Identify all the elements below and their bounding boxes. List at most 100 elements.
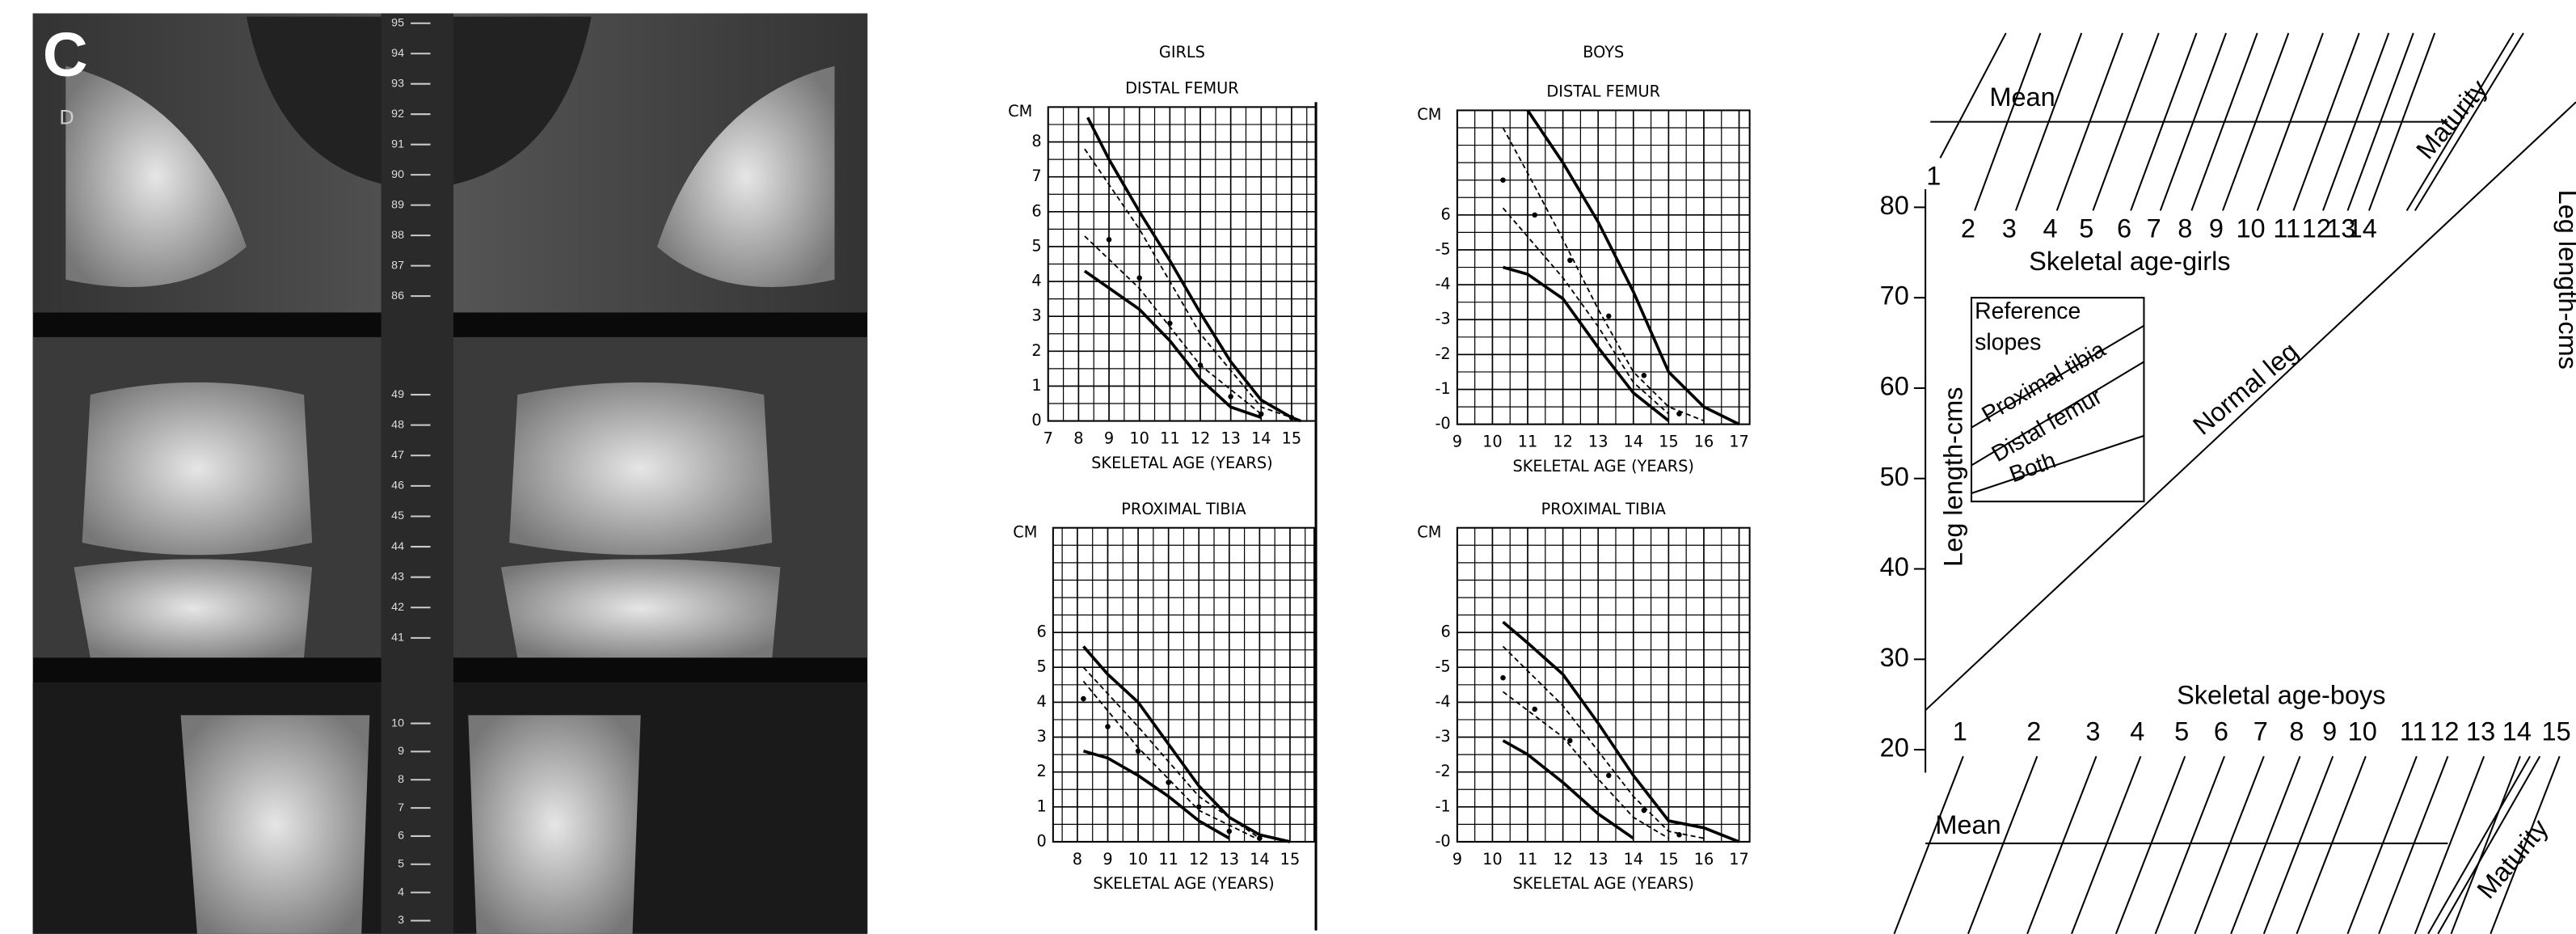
boys-age: 10: [2348, 716, 2377, 746]
data-point: [1136, 275, 1142, 281]
girls-age: 14: [2348, 213, 2377, 243]
age-line: [2154, 755, 2225, 934]
boys-age: 2: [2026, 716, 2041, 746]
curve: [1084, 148, 1292, 419]
y-tick-label: 2: [1036, 762, 1046, 780]
data-point: [1081, 695, 1086, 702]
ruler-number: 88: [391, 229, 404, 242]
x-tick-label: 16: [1694, 433, 1714, 451]
y-tick-label: -4: [1435, 692, 1450, 711]
data-point: [1228, 394, 1233, 399]
y-tick-label: 60: [1880, 372, 1909, 401]
x-tick-label: 15: [1280, 850, 1301, 868]
x-axis-label: SKELETAL AGE (YEARS): [1513, 874, 1694, 893]
y-tick-label: 7: [1031, 167, 1041, 185]
x-tick-label: 13: [1588, 850, 1608, 868]
data-point: [1532, 212, 1537, 218]
girls-axis-label: Skeletal age-girls: [2029, 247, 2230, 276]
x-tick-label: 11: [1518, 433, 1538, 451]
boys-age: 1: [1953, 716, 1967, 746]
panel-label: C: [43, 20, 88, 90]
x-tick-label: 15: [1282, 429, 1302, 447]
x-tick-label: 10: [1129, 429, 1149, 447]
reference-title: slopes: [1975, 330, 2041, 356]
ruler-number: 8: [398, 773, 404, 786]
x-tick-label: 12: [1191, 429, 1211, 447]
curve: [1502, 691, 1669, 839]
curve: [1526, 109, 1740, 426]
ruler-number: 86: [391, 289, 404, 302]
curve: [1086, 116, 1301, 423]
data-point: [1288, 415, 1295, 421]
y-tick-label: 3: [1036, 727, 1046, 746]
data-point: [1500, 674, 1506, 681]
tibia: [74, 559, 313, 658]
ruler-number: 90: [391, 168, 404, 181]
girls-age: 2: [1961, 213, 1975, 243]
y-tick-label: 0: [1036, 831, 1046, 850]
ruler-number: 93: [391, 77, 404, 90]
x-tick-label: 14: [1250, 850, 1270, 868]
chart-title: PROXIMAL TIBIA: [1541, 500, 1667, 518]
y-tick-label: -2: [1435, 344, 1450, 363]
curve: [1502, 620, 1740, 843]
girls-age: 1: [1926, 161, 1941, 190]
girls-age: 13: [2326, 213, 2355, 243]
reference-box: [1971, 297, 2145, 503]
ruler-number: 48: [391, 418, 404, 431]
x-tick-label: 9: [1452, 850, 1462, 868]
data-point: [1135, 748, 1141, 754]
boys-age: 11: [2400, 716, 2427, 746]
x-tick-label: 12: [1189, 850, 1209, 868]
maturity-line: [2427, 755, 2531, 934]
y-tick-label: 6: [1031, 201, 1041, 220]
y-axis-label-right: Leg length-cms: [2553, 190, 2576, 370]
data-point: [1641, 807, 1647, 814]
age-line: [2026, 755, 2097, 934]
age-line: [2092, 32, 2160, 211]
data-point: [1257, 835, 1263, 841]
y-tick-label: -1: [1435, 379, 1450, 398]
x-axis-label: SKELETAL AGE (YEARS): [1093, 874, 1274, 893]
femur: [82, 382, 313, 556]
data-point: [1197, 362, 1204, 368]
y-tick-label: -3: [1435, 310, 1450, 328]
age-line: [2130, 32, 2198, 211]
ruler-number: 43: [391, 570, 404, 583]
mean-label: Mean: [1935, 810, 2001, 839]
y-tick-label: 3: [1031, 306, 1041, 325]
boys-age: 13: [2466, 716, 2495, 746]
y-tick-label: 5: [1031, 236, 1041, 255]
x-tick-label: 17: [1729, 850, 1749, 868]
reference-title: Reference: [1975, 298, 2081, 324]
maturity-line: [2405, 32, 2515, 211]
age-line: [2230, 755, 2301, 934]
age-line: [2262, 755, 2334, 934]
slope-line: [1971, 361, 2144, 467]
x-tick-label: 7: [1043, 429, 1053, 447]
moseley-graph: Mean Maturity Skeletal age-girls Leg len…: [1880, 32, 2576, 934]
ruler-number: 47: [391, 449, 404, 462]
side-label: D: [59, 106, 74, 129]
y-axis-label: CM: [1417, 105, 1441, 124]
x-tick-label: 11: [1518, 850, 1538, 868]
x-tick-label: 9: [1104, 429, 1114, 447]
boys-age: 8: [2289, 716, 2304, 746]
age-line: [2190, 32, 2258, 211]
x-tick-label: 12: [1553, 433, 1573, 451]
ruler-number: 42: [391, 601, 404, 614]
boys-age: 4: [2130, 716, 2144, 746]
ruler-number: 3: [398, 914, 404, 927]
y-tick-label: 70: [1880, 281, 1909, 311]
boys-age: 5: [2174, 716, 2189, 746]
boys-age: 9: [2322, 716, 2337, 746]
age-line: [2071, 755, 2142, 934]
curve: [1082, 680, 1260, 841]
x-tick-label: 11: [1158, 850, 1178, 868]
ruler-number: 44: [391, 540, 404, 553]
y-axis-label: CM: [1417, 522, 1441, 541]
ruler-number: 45: [391, 509, 404, 522]
